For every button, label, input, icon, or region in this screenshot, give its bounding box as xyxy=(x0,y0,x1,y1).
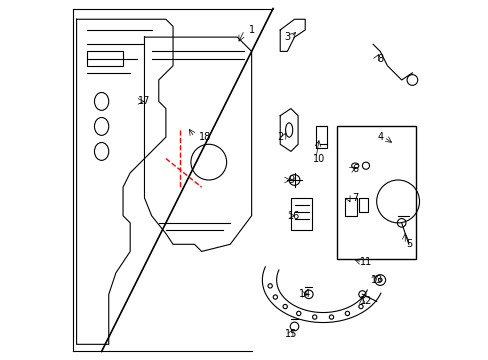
Text: 3: 3 xyxy=(284,32,290,42)
Bar xyxy=(344,198,356,216)
Text: 8: 8 xyxy=(376,54,383,64)
Text: 14: 14 xyxy=(299,289,311,299)
Bar xyxy=(358,198,367,212)
Bar xyxy=(290,198,312,230)
Text: 2: 2 xyxy=(277,132,283,142)
Circle shape xyxy=(362,162,369,169)
Bar xyxy=(87,51,123,66)
Text: 4: 4 xyxy=(376,132,383,142)
Text: 1: 1 xyxy=(248,25,254,35)
Bar xyxy=(337,126,415,258)
Text: 17: 17 xyxy=(138,96,150,107)
Text: 16: 16 xyxy=(288,211,300,221)
Text: 18: 18 xyxy=(199,132,211,142)
Text: 11: 11 xyxy=(359,257,371,267)
Text: 5: 5 xyxy=(405,239,411,249)
Text: 12: 12 xyxy=(359,296,371,306)
Text: 6: 6 xyxy=(351,164,358,174)
Text: 13: 13 xyxy=(370,275,382,285)
Text: 15: 15 xyxy=(284,329,297,339)
Text: 10: 10 xyxy=(313,154,325,163)
Text: 9: 9 xyxy=(287,175,293,185)
Text: 7: 7 xyxy=(351,193,358,203)
